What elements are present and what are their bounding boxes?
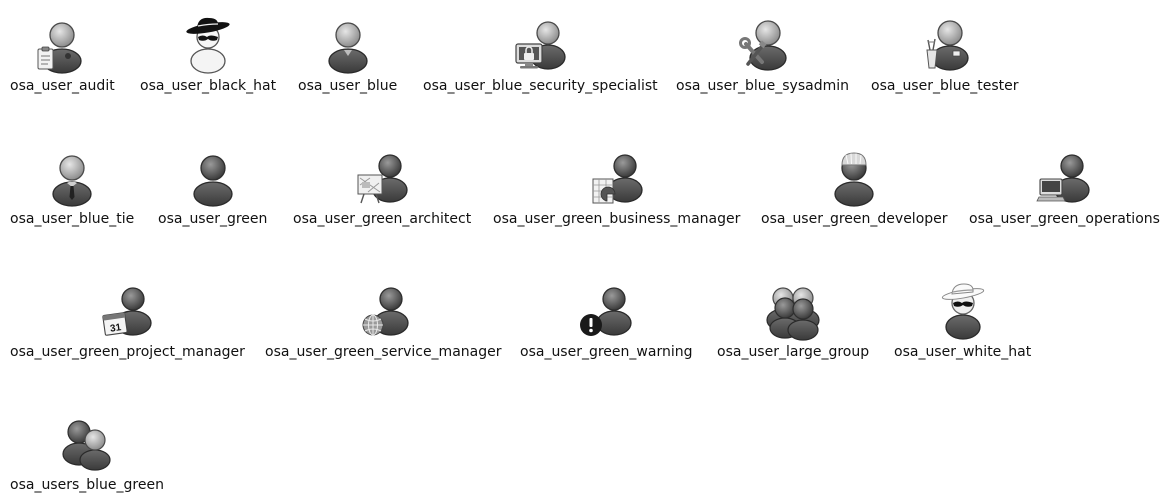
icon-label: osa_user_green_business_manager: [493, 211, 741, 227]
icon-item-user-tester[interactable]: osa_user_blue_tester: [871, 12, 1019, 95]
user-business-manager-icon: [592, 154, 643, 204]
icon-item-user-developer[interactable]: osa_user_green_developer: [761, 145, 948, 228]
icon-item-user-operations[interactable]: osa_user_green_operations: [969, 145, 1160, 228]
icon-item-user-architect[interactable]: osa_user_green_architect: [293, 145, 471, 228]
icon-label: osa_user_blue_security_specialist: [423, 78, 658, 94]
icon-label: osa_user_green: [158, 211, 268, 227]
icon-item-user-security-specialist[interactable]: osa_user_blue_security_specialist: [423, 12, 658, 95]
icon-item-user-business-manager[interactable]: osa_user_green_business_manager: [493, 145, 740, 228]
icon-label: osa_user_green_operations: [969, 211, 1160, 227]
user-blue-tie-icon: [52, 155, 92, 207]
icon-item-user-green[interactable]: osa_user_green: [158, 145, 267, 228]
icon-label: osa_user_green_warning: [520, 344, 693, 360]
icon-label: osa_user_audit: [10, 78, 115, 94]
user-blue-icon: [327, 22, 368, 74]
icon-label: osa_user_white_hat: [894, 344, 1032, 360]
user-white-hat-icon: [941, 283, 984, 340]
icon-item-user-large-group[interactable]: osa_user_large_group: [717, 278, 869, 361]
icon-item-user-black-hat[interactable]: osa_user_black_hat: [140, 12, 276, 95]
user-warning-icon: [580, 287, 632, 336]
icon-item-users-blue-green[interactable]: osa_users_blue_green: [10, 411, 164, 494]
icon-label: osa_user_blue_tester: [871, 78, 1019, 94]
user-project-manager-icon: 31: [102, 287, 153, 336]
icon-label: osa_user_blue: [298, 78, 398, 94]
icon-item-user-warning[interactable]: osa_user_green_warning: [520, 278, 692, 361]
icon-label: osa_user_green_service_manager: [265, 344, 502, 360]
icon-label: osa_user_blue_sysadmin: [676, 78, 849, 94]
icon-item-user-audit[interactable]: osa_user_audit: [10, 12, 115, 95]
icon-label: osa_user_black_hat: [140, 78, 277, 94]
icon-label: osa_user_green_architect: [293, 211, 472, 227]
icon-label: osa_user_blue_tie: [10, 211, 135, 227]
user-black-hat-icon: [186, 17, 230, 74]
icon-label: osa_user_green_developer: [761, 211, 948, 227]
icon-item-user-service-manager[interactable]: osa_user_green_service_manager: [265, 278, 501, 361]
icon-label: osa_user_large_group: [717, 344, 870, 360]
user-architect-icon: [357, 154, 408, 204]
icon-item-user-blue-tie[interactable]: osa_user_blue_tie: [10, 145, 134, 228]
user-service-manager-icon: [362, 287, 409, 336]
icon-label: osa_users_blue_green: [10, 477, 164, 493]
icon-item-user-blue[interactable]: osa_user_blue: [298, 12, 397, 95]
user-green-icon: [193, 155, 233, 207]
user-audit-icon: [37, 22, 82, 74]
calendar-date-text: 31: [110, 322, 123, 335]
user-sysadmin-icon: [739, 20, 788, 71]
user-tester-icon: [926, 20, 969, 71]
icon-label: osa_user_green_project_manager: [10, 344, 245, 360]
users-blue-green-icon: [62, 420, 111, 471]
user-security-specialist-icon: [515, 21, 566, 70]
user-large-group-icon: [766, 287, 820, 341]
user-developer-icon: [834, 152, 874, 207]
icon-item-user-sysadmin[interactable]: osa_user_blue_sysadmin: [676, 12, 849, 95]
icon-item-user-project-manager[interactable]: 31 osa_user_green_project_manager: [10, 278, 245, 361]
user-operations-icon: [1036, 154, 1091, 203]
icon-item-user-white-hat[interactable]: osa_user_white_hat: [894, 278, 1031, 361]
